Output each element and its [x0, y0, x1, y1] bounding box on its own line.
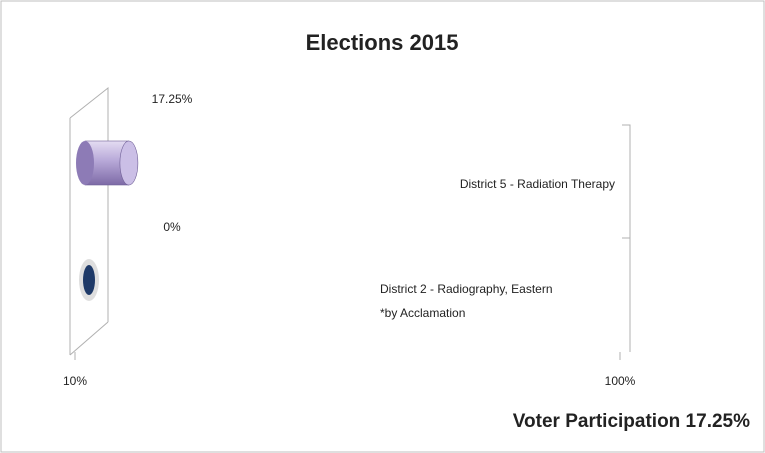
bar: [79, 259, 99, 301]
x-tick-label: 10%: [63, 374, 87, 388]
category-label: District 5 - Radiation Therapy: [460, 177, 615, 191]
annotation: Voter Participation 17.25%: [513, 411, 750, 432]
data-label: 17.25%: [152, 92, 193, 106]
plot-frame: [69, 86, 631, 356]
chart-title: Elections 2015: [306, 30, 459, 55]
x-tick-label: 100%: [605, 374, 636, 388]
data-label: 0%: [163, 220, 181, 234]
bar: [76, 140, 139, 186]
category-label: District 2 - Radiography, Eastern *by Acc…: [380, 282, 553, 320]
